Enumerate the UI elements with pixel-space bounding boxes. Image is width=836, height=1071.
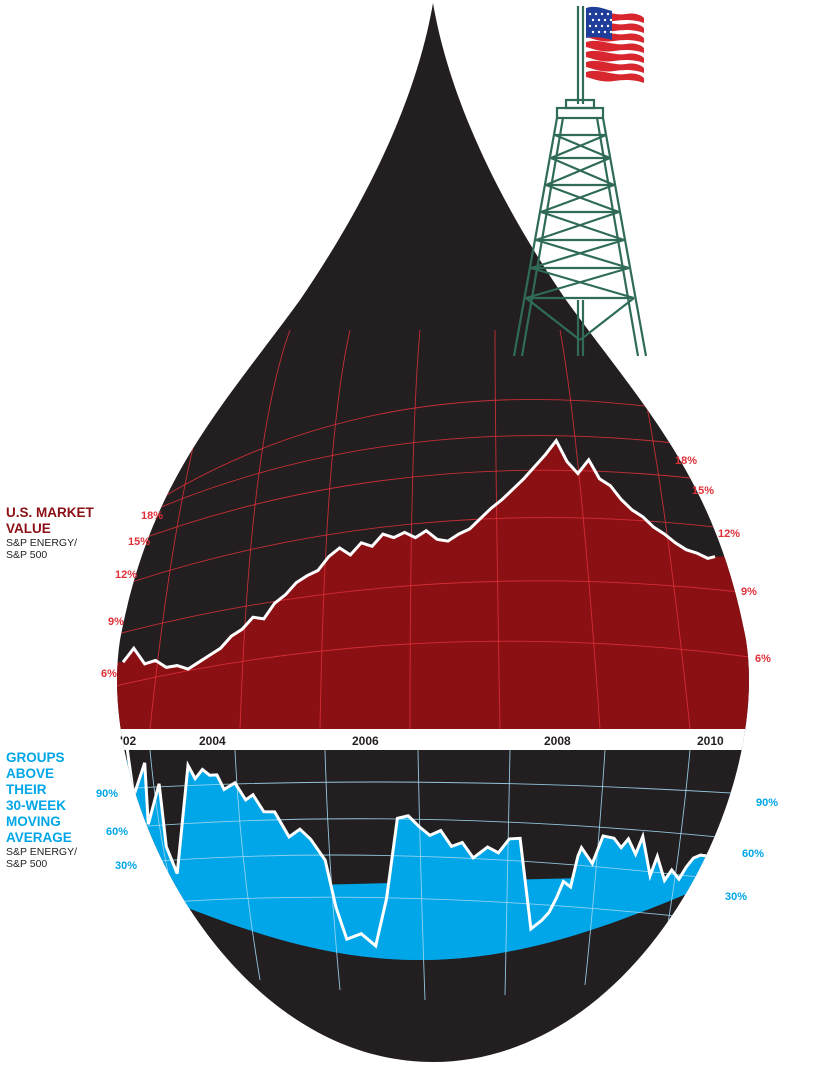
grid-line xyxy=(117,580,749,651)
derrick-beam xyxy=(525,266,630,300)
grid-line xyxy=(234,750,261,981)
derrick-beam xyxy=(601,117,648,357)
grid-line xyxy=(584,750,606,986)
grid-line xyxy=(239,329,291,729)
flag-star xyxy=(606,24,610,28)
grid-line xyxy=(559,329,601,729)
groups-subtitle-1: S&P ENERGY/ xyxy=(6,846,77,858)
us-flag-icon xyxy=(586,6,644,83)
flag-star xyxy=(588,12,592,16)
derrick-beam xyxy=(512,117,559,357)
groups-title-line: THEIR xyxy=(6,782,47,797)
grid-line xyxy=(417,750,426,1001)
grid-line xyxy=(319,329,351,729)
flag-star xyxy=(597,18,601,22)
derrick-beam xyxy=(550,156,615,187)
groups-tick-left: 30% xyxy=(115,860,138,872)
year-label: 2010 xyxy=(697,734,724,748)
market-tick-left: 15% xyxy=(128,536,151,548)
market-tick-right: 6% xyxy=(755,653,771,665)
year-axis-band xyxy=(117,729,749,750)
derrick-beam xyxy=(555,106,605,120)
flag-star xyxy=(600,12,604,16)
groups-tick-right: 60% xyxy=(742,848,765,860)
groups-tick-left: 90% xyxy=(96,788,119,800)
oil-derrick-icon xyxy=(512,6,648,357)
market-tick-left: 9% xyxy=(108,616,124,628)
market-tick-right: 15% xyxy=(692,485,715,497)
market-tick-left: 6% xyxy=(101,668,117,680)
grid-line xyxy=(504,750,511,996)
oil-drop-shape xyxy=(117,3,749,1062)
derrick-beam xyxy=(550,133,607,160)
derrick-beam xyxy=(579,297,635,341)
year-label: 2004 xyxy=(199,734,226,748)
grid-line xyxy=(494,329,501,729)
flag-star xyxy=(609,18,613,22)
flag-star xyxy=(588,24,592,28)
flag-star xyxy=(606,12,610,16)
derrick-beam xyxy=(540,183,615,214)
year-label: 2008 xyxy=(544,734,571,748)
market-tick-left: 12% xyxy=(115,569,138,581)
flag-star xyxy=(591,30,595,34)
derrick-beam xyxy=(525,297,581,341)
market-value-title: U.S. MARKET VALUE xyxy=(6,505,94,536)
groups-panel xyxy=(117,750,749,1001)
derrick-beam xyxy=(530,266,635,300)
groups-title-line: AVERAGE xyxy=(6,830,72,845)
flag-stripe xyxy=(586,60,644,73)
groups-title-line: 30-WEEK xyxy=(6,798,67,813)
market-value-subtitle-1: S&P ENERGY/ xyxy=(6,537,77,549)
grid-line xyxy=(117,640,749,701)
grid-line xyxy=(324,750,341,991)
market-value-title-block: U.S. MARKET VALUE S&P ENERGY/ S&P 500 xyxy=(6,505,116,561)
derrick-beam xyxy=(564,98,596,110)
market-value-line xyxy=(121,437,716,671)
flag-star xyxy=(597,30,601,34)
flag-stripe xyxy=(586,40,644,53)
groups-subtitle-2: S&P 500 xyxy=(6,858,48,870)
flag-star xyxy=(603,18,607,22)
flag-star xyxy=(600,24,604,28)
groups-tick-left: 60% xyxy=(106,826,129,838)
flag-star xyxy=(609,30,613,34)
market-tick-right: 12% xyxy=(718,528,741,540)
derrick-beam xyxy=(545,183,620,214)
flag-star xyxy=(594,24,598,28)
groups-title-line: ABOVE xyxy=(6,766,55,781)
flag-stripe xyxy=(586,70,644,83)
flag-star xyxy=(591,18,595,22)
flag-stripe xyxy=(586,50,644,63)
flag-star xyxy=(603,30,607,34)
derrick-beam xyxy=(554,133,611,160)
groups-tick-right: 30% xyxy=(725,891,748,903)
grid-line xyxy=(409,329,421,729)
market-value-subtitle-2: S&P 500 xyxy=(6,549,48,561)
market-tick-left: 18% xyxy=(141,510,164,522)
groups-tick-right: 90% xyxy=(756,797,779,809)
market-tick-right: 9% xyxy=(741,586,757,598)
derrick-beam xyxy=(530,238,625,270)
derrick-beam xyxy=(545,156,611,187)
market-tick-right: 18% xyxy=(675,455,698,467)
groups-title-line: MOVING xyxy=(6,814,61,829)
groups-title-block: GROUPS ABOVE THEIR 30-WEEK MOVING AVERAG… xyxy=(6,750,111,870)
derrick-beam xyxy=(535,210,620,242)
year-label: 2006 xyxy=(352,734,379,748)
flag-star xyxy=(594,12,598,16)
grid-line xyxy=(117,781,749,801)
derrick-beam xyxy=(535,238,630,270)
year-label: '02 xyxy=(120,734,137,748)
groups-line xyxy=(125,750,712,949)
derrick-beam xyxy=(540,210,625,242)
groups-title-line: GROUPS xyxy=(6,750,65,765)
